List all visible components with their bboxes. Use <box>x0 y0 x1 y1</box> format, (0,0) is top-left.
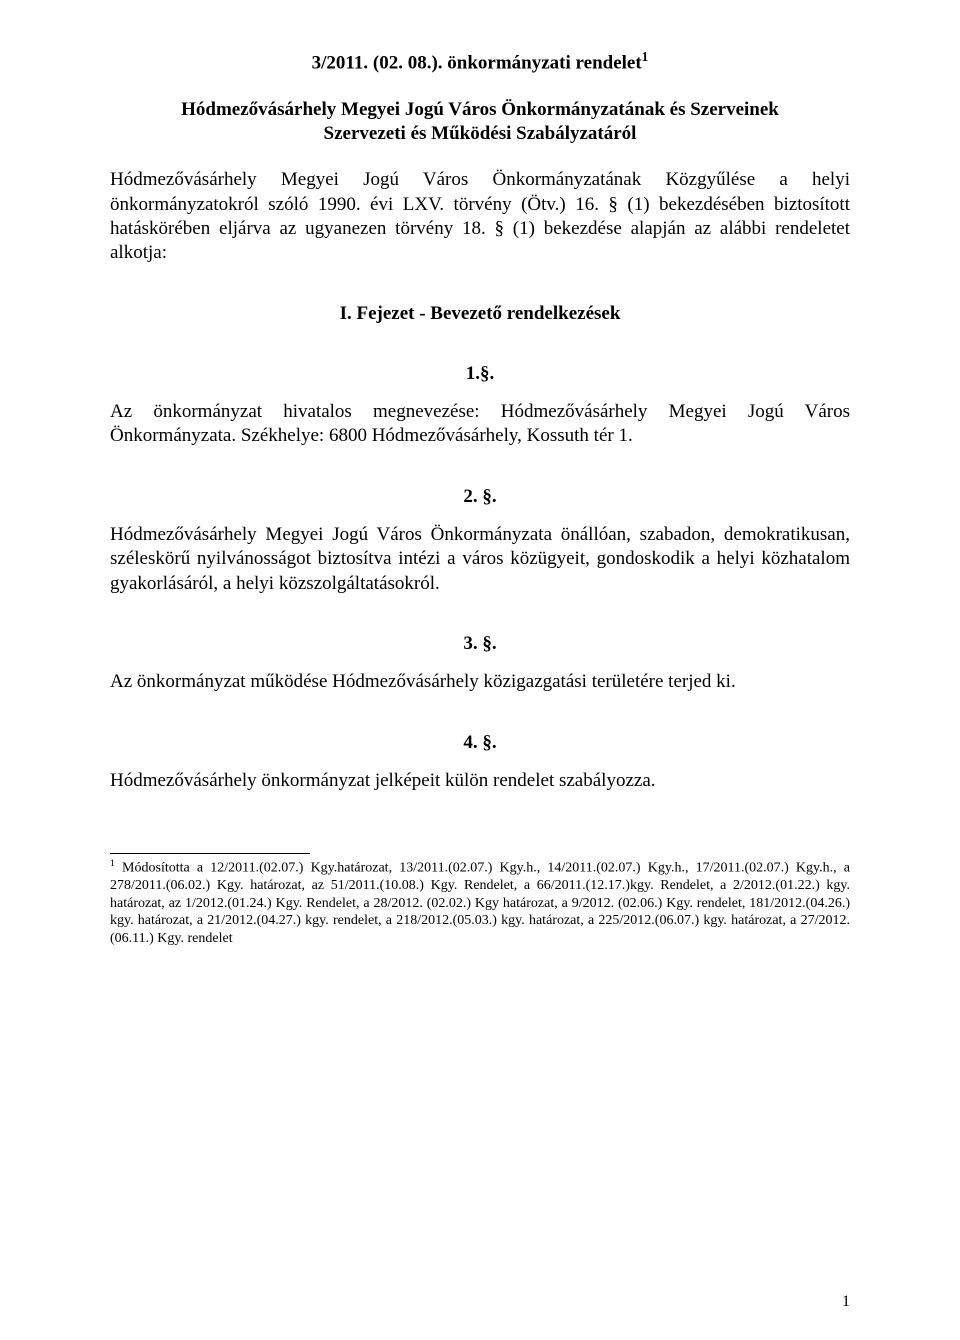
section-3-text: Az önkormányzat működése Hódmezővásárhel… <box>110 670 850 694</box>
page-number: 1 <box>842 1292 850 1312</box>
section-4-number: 4. §. <box>110 731 850 755</box>
section-3-number: 3. §. <box>110 632 850 656</box>
title-text: 3/2011. (02. 08.). önkormányzati rendele… <box>312 52 642 73</box>
section-1-number: 1.§. <box>110 362 850 386</box>
section-4-text: Hódmezővásárhely önkormányzat jelképeit … <box>110 769 850 793</box>
document-title: 3/2011. (02. 08.). önkormányzati rendele… <box>110 48 850 76</box>
subtitle-line-2: Szervezeti és Működési Szabályzatáról <box>110 122 850 146</box>
title-footnote-ref: 1 <box>642 49 649 64</box>
document-page: 3/2011. (02. 08.). önkormányzati rendele… <box>0 0 960 1340</box>
footnote-text: 1 Módosította a 12/2011.(02.07.) Kgy.hat… <box>110 858 850 947</box>
chapter-heading: I. Fejezet - Bevezető rendelkezések <box>110 302 850 326</box>
footnote-body: Módosította a 12/2011.(02.07.) Kgy.határ… <box>110 861 850 946</box>
intro-paragraph: Hódmezővásárhely Megyei Jogú Város Önkor… <box>110 168 850 265</box>
section-2-text: Hódmezővásárhely Megyei Jogú Város Önkor… <box>110 523 850 596</box>
section-2-number: 2. §. <box>110 485 850 509</box>
footnote-separator <box>110 853 310 854</box>
section-1-text: Az önkormányzat hivatalos megnevezése: H… <box>110 400 850 449</box>
subtitle-line-1: Hódmezővásárhely Megyei Jogú Város Önkor… <box>110 98 850 122</box>
document-subtitle: Hódmezővásárhely Megyei Jogú Város Önkor… <box>110 98 850 147</box>
